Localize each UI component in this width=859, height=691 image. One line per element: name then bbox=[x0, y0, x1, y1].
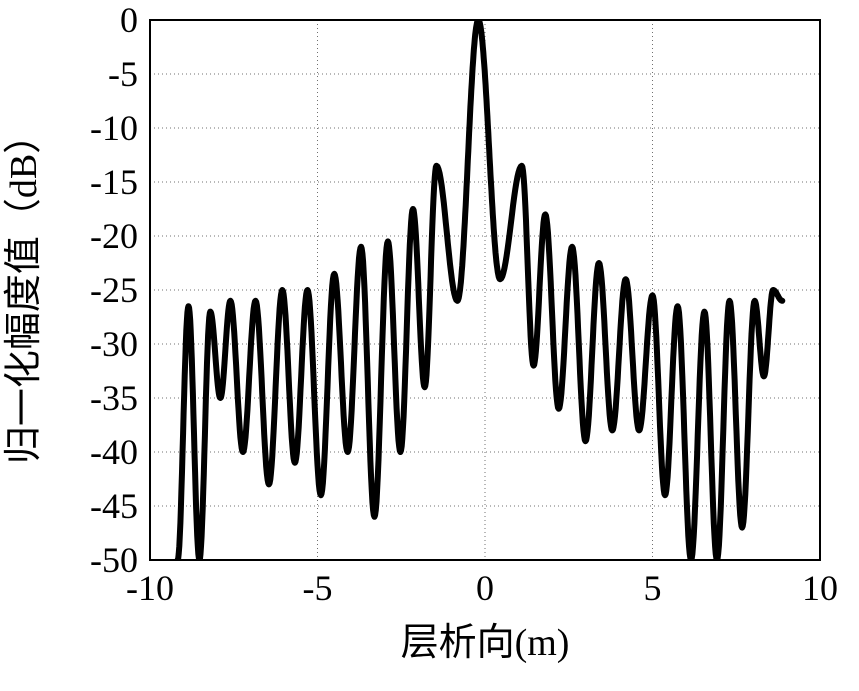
x-tick: 10 bbox=[802, 568, 838, 608]
x-tick: -5 bbox=[303, 568, 333, 608]
y-tick: -35 bbox=[90, 378, 138, 418]
x-tick-labels: -10-50510 bbox=[126, 568, 838, 608]
y-tick: -15 bbox=[90, 162, 138, 202]
y-tick: -30 bbox=[90, 324, 138, 364]
x-axis-label: 层析向(m) bbox=[401, 622, 570, 664]
y-axis-label: 归一化幅度值（dB） bbox=[3, 116, 45, 464]
y-tick: -25 bbox=[90, 270, 138, 310]
x-tick: 0 bbox=[476, 568, 494, 608]
y-tick: -10 bbox=[90, 108, 138, 148]
y-tick: -20 bbox=[90, 216, 138, 256]
y-tick-labels: -50-45-40-35-30-25-20-15-10-50 bbox=[90, 0, 138, 580]
y-tick: -5 bbox=[108, 54, 138, 94]
psf-chart: -10-50510 -50-45-40-35-30-25-20-15-10-50… bbox=[0, 0, 859, 691]
y-tick: 0 bbox=[120, 0, 138, 40]
x-tick: 5 bbox=[644, 568, 662, 608]
y-tick: -40 bbox=[90, 432, 138, 472]
y-tick: -50 bbox=[90, 540, 138, 580]
y-tick: -45 bbox=[90, 486, 138, 526]
